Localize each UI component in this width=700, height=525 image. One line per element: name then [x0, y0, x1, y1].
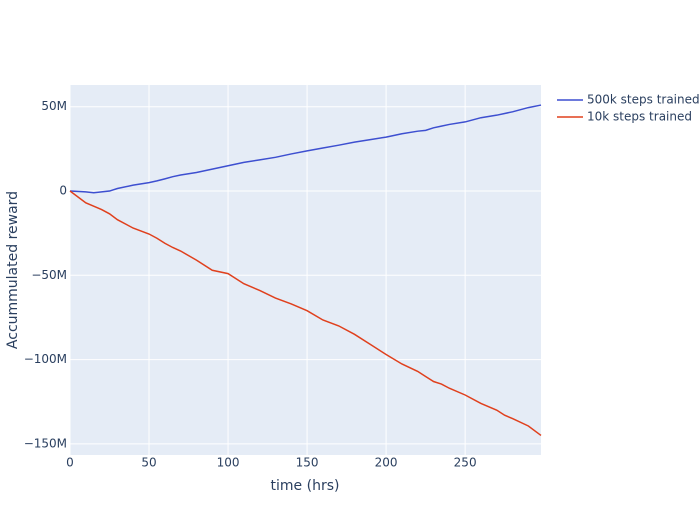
- x-tick-label: 50: [141, 456, 156, 470]
- legend-label: 500k steps trained: [587, 93, 700, 107]
- x-axis-title: time (hrs): [271, 478, 340, 494]
- x-tick-label: 200: [375, 456, 398, 470]
- x-tick-label: 100: [217, 456, 240, 470]
- x-tick-label: 0: [66, 456, 74, 470]
- data-line: [69, 104, 542, 194]
- y-tick-label: −150M: [24, 436, 67, 450]
- data-line: [69, 190, 542, 437]
- x-tick-label: 150: [296, 456, 319, 470]
- legend-label: 10k steps trained: [587, 110, 692, 124]
- y-axis-title: Accummulated reward: [5, 191, 21, 349]
- y-tick-label: 0: [59, 184, 67, 198]
- y-tick-label: 50M: [41, 99, 67, 113]
- y-tick-label: −50M: [31, 268, 67, 282]
- x-tick-label: 250: [454, 456, 477, 470]
- y-tick-label: −100M: [24, 352, 67, 366]
- plot-area: [70, 85, 541, 455]
